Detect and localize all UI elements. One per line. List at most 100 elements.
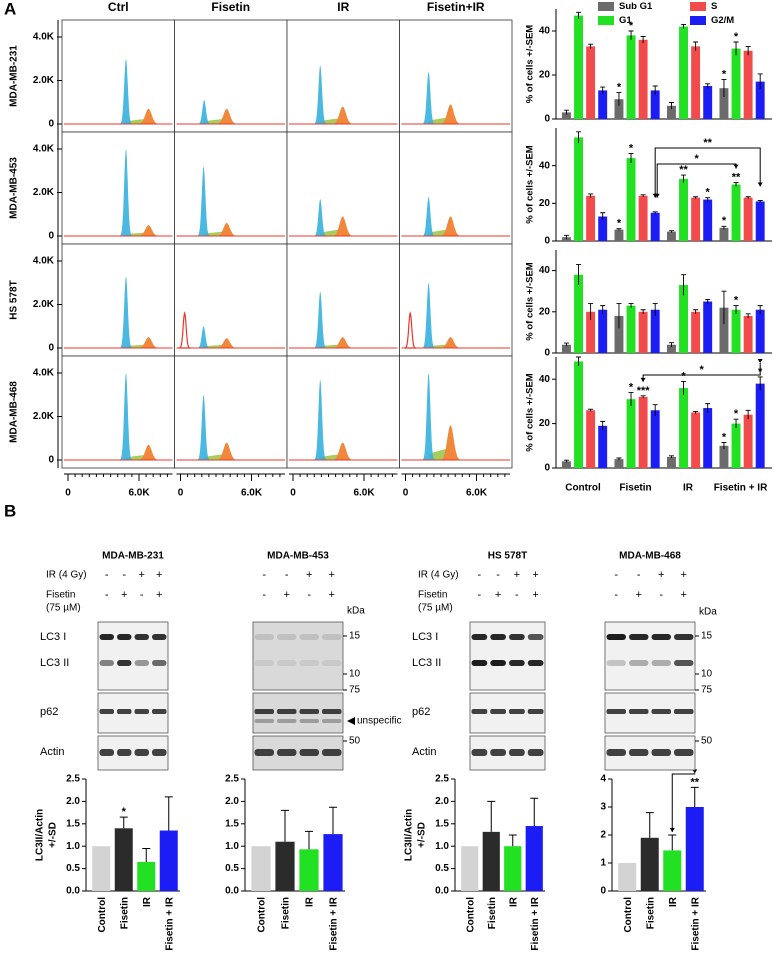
error-bar — [588, 43, 594, 49]
treatment-sign: - — [515, 589, 519, 601]
bar — [703, 86, 713, 119]
error-bar — [757, 376, 763, 391]
marker-label: 50 — [349, 736, 361, 747]
bar — [159, 830, 178, 891]
y-axis-label: % of cells +/-SEM — [525, 25, 536, 103]
treatment-sign: + — [329, 589, 335, 601]
blot-frame — [252, 621, 344, 691]
x-tick-label: 6.0K — [466, 488, 488, 499]
y-tick-label: 0 — [48, 119, 54, 130]
bracket — [656, 163, 737, 198]
treatment-sign: + — [532, 569, 538, 581]
y-tick-label: 1.0 — [225, 841, 239, 852]
treatment-label: IR (4 Gy) — [46, 570, 87, 581]
g2-peak — [135, 337, 162, 348]
error-bar — [652, 211, 658, 214]
band — [527, 709, 544, 714]
bar — [679, 285, 688, 353]
row-label: MDA-MB-231 — [9, 45, 20, 107]
legend-label: Sub G1 — [619, 1, 653, 12]
treatment-sign: + — [658, 569, 664, 581]
bar — [650, 309, 660, 353]
g1-peak — [196, 326, 211, 348]
blot-frame — [97, 621, 169, 691]
error-bar — [640, 36, 646, 44]
bar — [626, 158, 636, 241]
band-label: LC3 I — [40, 631, 66, 643]
band — [527, 634, 544, 640]
treatment-sign: + — [139, 569, 145, 581]
error-bar — [588, 303, 594, 321]
x-tick-label: Fisetin + IR — [690, 896, 701, 950]
blot-frame — [604, 621, 696, 691]
error-bar — [733, 182, 739, 187]
cell-frame — [174, 131, 288, 245]
significance: * — [617, 82, 622, 94]
error-bar — [721, 225, 727, 230]
band — [99, 634, 114, 640]
band — [134, 749, 149, 756]
arrowhead — [640, 377, 646, 382]
error-bar — [563, 342, 569, 347]
x-tick-label: 0 — [65, 488, 71, 499]
bar — [755, 201, 765, 241]
bar — [743, 197, 753, 241]
error-bar — [616, 92, 622, 106]
x-tick-label: Fisetin — [281, 897, 292, 929]
bar — [731, 48, 741, 119]
y-tick-label: 4 — [600, 774, 606, 785]
treatment-sign: - — [496, 569, 500, 581]
significance: ** — [679, 164, 688, 176]
bar — [667, 344, 676, 353]
g1-peak — [118, 276, 134, 348]
x-tick-label: Control — [565, 483, 601, 494]
error-bar — [142, 847, 151, 862]
bar — [614, 459, 624, 468]
legend-swatch — [598, 16, 614, 25]
band — [277, 719, 297, 723]
bar — [731, 423, 741, 468]
bar — [703, 408, 713, 468]
band — [277, 634, 297, 640]
band — [509, 660, 525, 666]
error-bar — [119, 816, 128, 829]
significance: * — [722, 215, 727, 227]
bar — [719, 88, 729, 119]
y-tick-label: 4.0K — [33, 368, 55, 379]
cell-frame — [61, 355, 175, 469]
band — [606, 749, 626, 756]
significance: * — [706, 187, 711, 199]
g2-peak — [213, 108, 240, 124]
bar — [574, 274, 583, 353]
error-bar — [721, 290, 727, 325]
band — [527, 660, 544, 666]
marker-label: 75 — [701, 685, 713, 696]
blot-title: MDA-MB-468 — [619, 551, 681, 562]
y-axis-label: +/-SD — [48, 822, 59, 848]
significance: * — [734, 295, 739, 307]
bar — [679, 388, 688, 468]
error-bar — [600, 212, 606, 221]
treatment-sign: + — [284, 589, 290, 601]
cell-frame — [61, 243, 175, 357]
y-tick-label: 4.0K — [33, 256, 55, 267]
bar — [755, 81, 765, 119]
band — [471, 634, 488, 640]
error-bar — [652, 85, 658, 95]
error-bar — [745, 409, 751, 420]
g2-peak — [135, 108, 162, 124]
treatment-sign: - — [140, 589, 144, 601]
x-tick-label: Fisetin + IR — [714, 483, 768, 494]
y-tick-label: 2.0 — [435, 796, 449, 807]
significance: * — [734, 31, 739, 43]
error-bar — [668, 230, 674, 233]
error-bar — [576, 131, 582, 144]
y-tick-label: 2.0 — [225, 796, 239, 807]
g1-peak — [118, 373, 134, 460]
band — [99, 660, 114, 666]
band — [299, 634, 319, 640]
treatment-sign: + — [329, 569, 335, 581]
significance: * — [734, 408, 739, 420]
x-tick-label: Fisetin — [487, 897, 498, 929]
